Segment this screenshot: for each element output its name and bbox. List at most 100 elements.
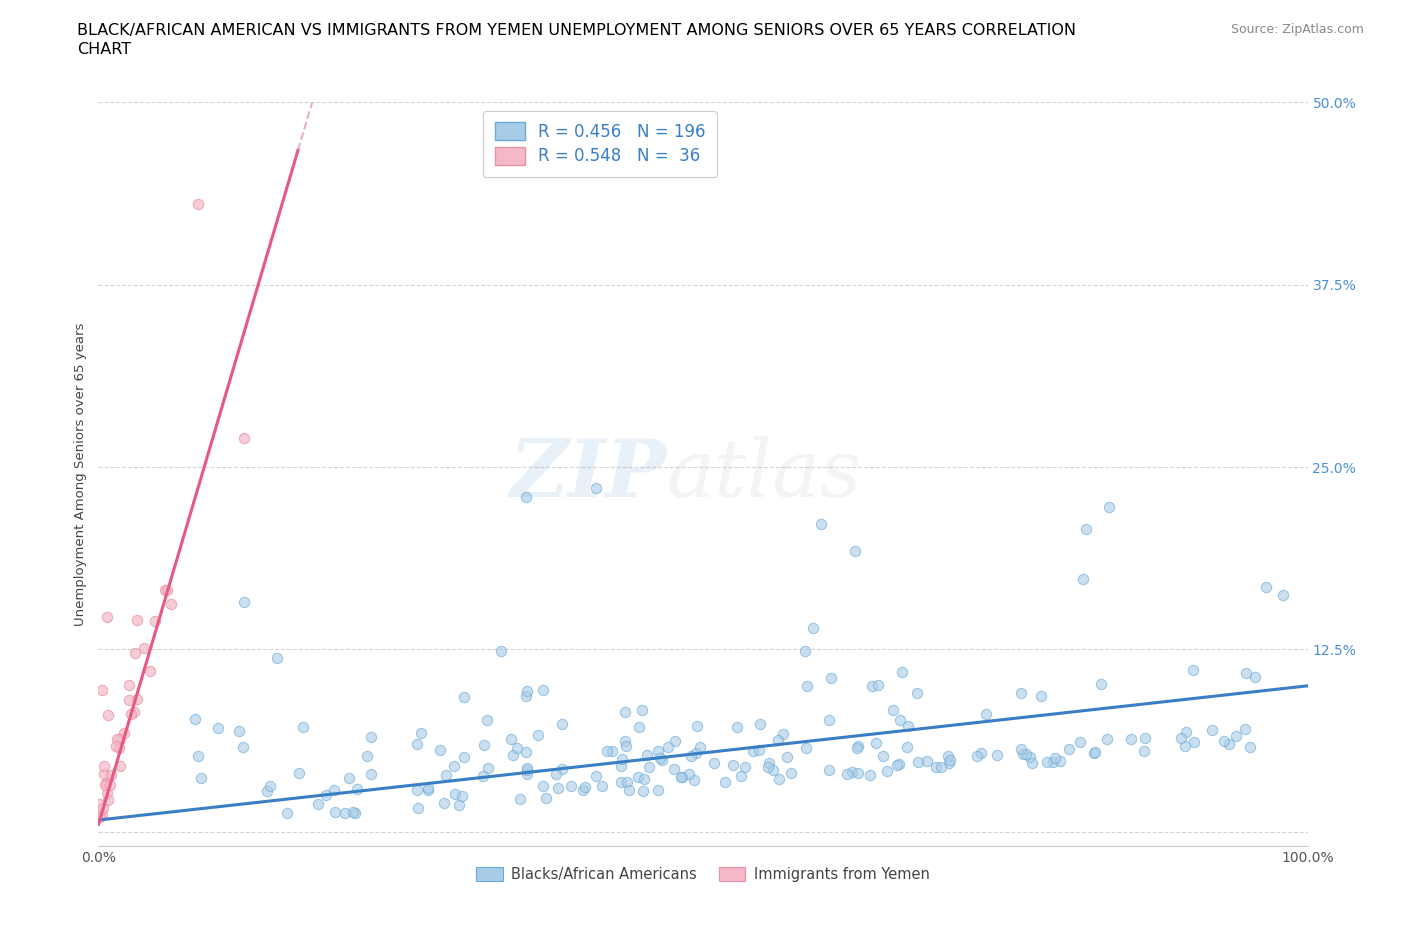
Point <box>1271 588 1294 603</box>
Point <box>801 621 824 636</box>
Point <box>93 758 115 773</box>
Point <box>325 804 347 819</box>
Point <box>501 732 523 747</box>
Point <box>546 766 568 781</box>
Point <box>94 777 117 792</box>
Point <box>612 751 634 766</box>
Point <box>703 756 725 771</box>
Point <box>1201 722 1223 737</box>
Point <box>1170 730 1192 745</box>
Point <box>1036 754 1059 769</box>
Point <box>335 805 357 820</box>
Point <box>1049 753 1071 768</box>
Text: Source: ZipAtlas.com: Source: ZipAtlas.com <box>1230 23 1364 36</box>
Point <box>477 760 499 775</box>
Point <box>449 797 471 812</box>
Point <box>98 778 121 793</box>
Point <box>1071 572 1094 587</box>
Text: ZIP: ZIP <box>510 435 666 513</box>
Point <box>1095 731 1118 746</box>
Point <box>1029 688 1052 703</box>
Point <box>96 786 118 801</box>
Point <box>108 740 131 755</box>
Point <box>307 797 329 812</box>
Point <box>502 748 524 763</box>
Point <box>259 778 281 793</box>
Point <box>120 707 142 722</box>
Point <box>184 712 207 727</box>
Point <box>846 738 869 753</box>
Point <box>925 759 948 774</box>
Point <box>1182 662 1205 677</box>
Point <box>453 750 475 764</box>
Point <box>477 712 499 727</box>
Point <box>97 708 120 723</box>
Point <box>134 641 156 656</box>
Point <box>1018 750 1040 764</box>
Point <box>228 724 250 738</box>
Point <box>1225 728 1247 743</box>
Point <box>748 743 770 758</box>
Point <box>890 664 912 679</box>
Point <box>742 744 765 759</box>
Point <box>969 746 991 761</box>
Point <box>889 756 911 771</box>
Point <box>648 751 671 765</box>
Point <box>647 744 669 759</box>
Point <box>730 769 752 784</box>
Point <box>405 737 427 751</box>
Point <box>287 765 309 780</box>
Point <box>360 766 382 781</box>
Point <box>905 685 928 700</box>
Point <box>411 725 433 740</box>
Point <box>531 778 554 793</box>
Legend: Blacks/African Americans, Immigrants from Yemen: Blacks/African Americans, Immigrants fro… <box>471 860 935 887</box>
Point <box>1021 755 1043 770</box>
Point <box>749 716 772 731</box>
Point <box>416 783 439 798</box>
Point <box>122 704 145 719</box>
Point <box>889 712 911 727</box>
Point <box>118 677 141 692</box>
Point <box>233 594 256 609</box>
Point <box>87 797 110 812</box>
Point <box>1234 666 1257 681</box>
Point <box>406 800 429 815</box>
Point <box>758 756 780 771</box>
Point <box>406 782 429 797</box>
Point <box>679 749 702 764</box>
Point <box>1213 733 1236 748</box>
Point <box>1218 737 1240 752</box>
Point <box>516 684 538 698</box>
Point <box>232 740 254 755</box>
Point <box>110 732 132 747</box>
Point <box>585 481 607 496</box>
Point <box>1014 747 1036 762</box>
Point <box>434 767 457 782</box>
Point <box>756 760 779 775</box>
Text: atlas: atlas <box>666 435 862 513</box>
Point <box>89 809 111 824</box>
Y-axis label: Unemployment Among Seniors over 65 years: Unemployment Among Seniors over 65 years <box>75 323 87 626</box>
Point <box>1042 755 1064 770</box>
Point <box>600 744 623 759</box>
Point <box>818 763 841 777</box>
Point <box>614 738 637 753</box>
Point <box>685 745 707 760</box>
Point <box>1133 743 1156 758</box>
Point <box>574 779 596 794</box>
Point <box>766 733 789 748</box>
Point <box>550 762 572 777</box>
Point <box>515 688 537 703</box>
Point <box>664 734 686 749</box>
Point <box>516 766 538 781</box>
Point <box>433 796 456 811</box>
Point <box>108 759 131 774</box>
Point <box>633 772 655 787</box>
Point <box>686 719 709 734</box>
Text: CHART: CHART <box>77 42 131 57</box>
Point <box>127 613 149 628</box>
Point <box>516 760 538 775</box>
Point <box>1119 732 1142 747</box>
Point <box>689 739 711 754</box>
